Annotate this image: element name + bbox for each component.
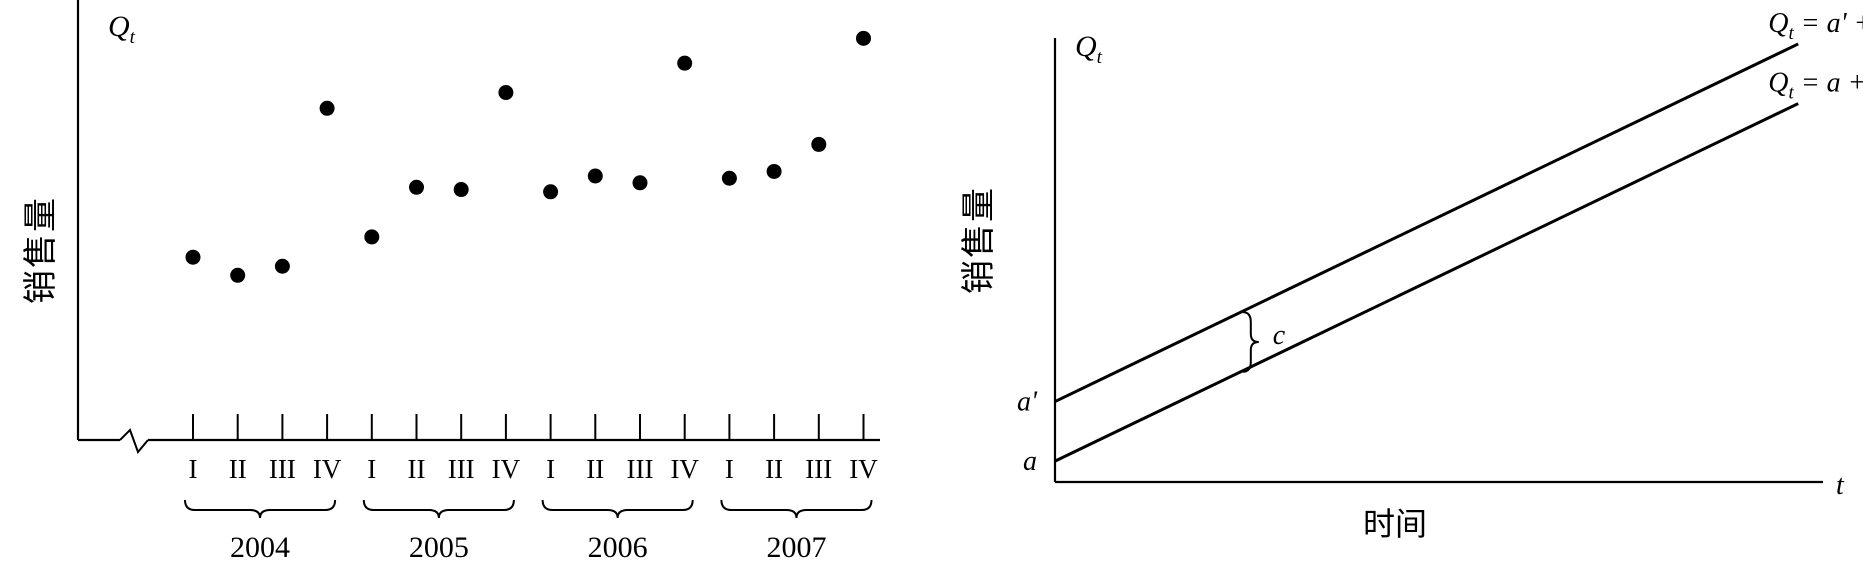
quarter-tick-label: I — [189, 454, 198, 484]
right-y-label: 销售量 — [959, 186, 999, 294]
data-point — [364, 229, 380, 245]
quarter-tick-label: I — [367, 454, 376, 484]
equation-label: Qt = a + bt — [1768, 68, 1863, 104]
right-y-symbol: Qt — [1075, 30, 1103, 68]
data-point — [677, 55, 693, 71]
quarter-tick-label: I — [546, 454, 555, 484]
quarter-tick-label: II — [765, 454, 783, 484]
quarter-tick-label: III — [805, 454, 832, 484]
data-point — [811, 136, 827, 152]
quarter-tick-label: III — [448, 454, 475, 484]
trend-line — [1054, 102, 1799, 463]
intercept-label: a — [1023, 446, 1037, 477]
data-point — [498, 85, 514, 101]
quarter-tick-label: IV — [313, 454, 342, 484]
data-point — [766, 163, 782, 179]
data-point — [274, 258, 290, 274]
right-chart: Qt 销售量 t 时间 a' Qt = a' + bt a Qt = a + bt c — [959, 8, 1863, 543]
quarter-tick-label: III — [269, 454, 296, 484]
left-year-group: 2004 2005 2006 2007 — [184, 499, 873, 564]
quarter-tick-label: IV — [849, 454, 878, 484]
year-brace — [184, 499, 337, 519]
quarter-tick-label: II — [586, 454, 604, 484]
right-x-symbol: t — [1836, 470, 1845, 501]
year-brace — [541, 499, 694, 519]
right-annotation-group: a' Qt = a' + bt a Qt = a + bt c — [1017, 8, 1863, 477]
year-brace — [720, 499, 873, 519]
year-label: 2007 — [766, 531, 826, 564]
left-axis-break — [119, 428, 149, 454]
left-points-group — [185, 30, 871, 283]
quarter-tick-label: III — [627, 454, 654, 484]
data-point — [856, 30, 871, 46]
left-chart: Qt 销售量 I II III IV I II III IV I II III IV I II III IV … — [21, 0, 880, 564]
quarter-tick-label: II — [408, 454, 426, 484]
equation-label: Qt = a' + bt — [1768, 8, 1863, 44]
data-point — [409, 179, 424, 195]
data-point — [319, 100, 335, 116]
right-x-label: 时间 — [1363, 505, 1427, 543]
data-point — [230, 267, 246, 283]
year-brace — [362, 499, 515, 519]
trend-line — [1054, 42, 1799, 403]
data-point — [721, 170, 737, 186]
year-label: 2004 — [230, 531, 290, 564]
quarter-tick-label: II — [229, 454, 247, 484]
left-y-symbol: Qt — [108, 10, 136, 48]
data-point — [587, 168, 603, 184]
right-lines-group — [1054, 42, 1799, 463]
year-label: 2006 — [588, 531, 648, 564]
quarter-tick-label: I — [725, 454, 734, 484]
gap-label: c — [1273, 320, 1286, 351]
left-tick-group: I II III IV I II III IV I II III IV I II III IV — [189, 414, 878, 484]
quarter-tick-label: IV — [492, 454, 521, 484]
quarter-tick-label: IV — [670, 454, 699, 484]
data-point — [632, 175, 648, 191]
left-y-label: 销售量 — [21, 196, 61, 304]
intercept-label: a' — [1017, 387, 1038, 418]
data-point — [453, 182, 469, 198]
year-label: 2005 — [409, 531, 469, 564]
data-point — [543, 184, 559, 200]
data-point — [185, 249, 201, 265]
